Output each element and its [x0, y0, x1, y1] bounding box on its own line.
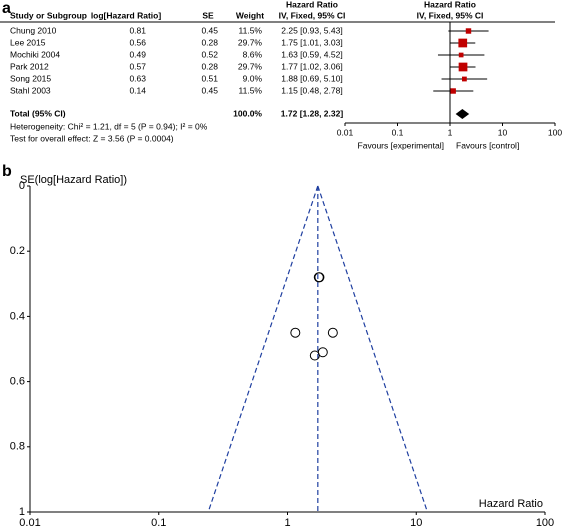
x-tick-label: 100	[548, 127, 562, 137]
weight: 29.7%	[238, 37, 263, 47]
column-header: log[Hazard Ratio]	[91, 10, 162, 20]
se: 0.28	[201, 61, 218, 71]
column-header: IV, Fixed, 95% CI	[279, 10, 346, 20]
funnel-right	[317, 185, 428, 513]
point-estimate	[465, 28, 472, 34]
column-header: IV, Fixed, 95% CI	[417, 10, 484, 20]
hr-ci: 2.25 [0.93, 5.43]	[281, 25, 342, 35]
panel-label: a	[2, 0, 11, 17]
total-label: Total (95% CI)	[10, 108, 66, 118]
weight: 8.6%	[243, 49, 263, 59]
x-tick-label: 1	[448, 127, 453, 137]
log-hr: 0.57	[129, 61, 146, 71]
study-name: Chung 2010	[10, 25, 57, 35]
y-tick-label: 0.2	[10, 245, 25, 257]
panel-label: b	[2, 163, 12, 180]
favours-left: Favours [experimental]	[358, 140, 444, 150]
x-tick-label: 0.1	[151, 517, 166, 529]
y-axis-label: SE(log[Hazard Ratio])	[20, 174, 127, 186]
weight: 11.5%	[239, 25, 263, 35]
y-tick-label: 1	[19, 506, 25, 518]
column-header: Hazard Ratio	[424, 0, 476, 9]
se: 0.51	[201, 73, 218, 83]
weight: 29.7%	[238, 61, 263, 71]
study-name: Stahl 2003	[10, 85, 51, 95]
funnel-panel: b SE(log[Hazard Ratio])00.20.40.60.810.01…	[2, 163, 554, 529]
pooled-diamond	[455, 109, 470, 119]
x-tick-label: 10	[410, 517, 422, 529]
log-hr: 0.14	[129, 85, 146, 95]
hr-ci: 1.75 [1.01, 3.03]	[281, 37, 342, 47]
total-hr-ci: 1.72 [1.28, 2.32]	[281, 108, 344, 118]
study-point	[314, 272, 325, 283]
study-name: Mochiki 2004	[10, 49, 60, 59]
forest-panel: a Study or Subgroup log[Hazard Ratio] SE Wei…	[0, 0, 562, 150]
log-hr: 0.81	[129, 25, 146, 35]
hr-ci: 1.88 [0.69, 5.10]	[281, 73, 342, 83]
y-tick-label: 0.4	[10, 310, 25, 322]
study-point	[327, 327, 338, 338]
study-name: Lee 2015	[10, 37, 46, 47]
point-estimate	[458, 38, 468, 48]
heterogeneity: Heterogeneity: Chi² = 1.21, df = 5 (P = …	[10, 121, 208, 131]
x-tick-label: 100	[536, 517, 554, 529]
hr-ci: 1.15 [0.48, 2.78]	[281, 85, 342, 95]
column-header: Study or Subgroup	[10, 10, 87, 20]
se: 0.28	[201, 37, 218, 47]
y-tick-label: 0	[19, 180, 25, 192]
x-axis-label: Hazard Ratio	[479, 498, 543, 510]
overall-effect: Test for overall effect: Z = 3.56 (P = 0…	[10, 133, 174, 143]
se: 0.52	[201, 49, 218, 59]
log-hr: 0.63	[129, 73, 146, 83]
y-tick-label: 0.6	[10, 376, 25, 388]
point-estimate	[461, 76, 467, 82]
hr-ci: 1.63 [0.59, 4.52]	[281, 49, 342, 59]
study-point	[317, 347, 328, 358]
x-tick-label: 0.1	[392, 127, 404, 137]
se: 0.45	[201, 85, 218, 95]
favours-right: Favours [control]	[456, 140, 519, 150]
column-header: Hazard Ratio	[286, 0, 338, 9]
log-hr: 0.49	[129, 49, 146, 59]
study-name: Song 2015	[10, 73, 51, 83]
study-name: Park 2012	[10, 61, 49, 71]
x-tick-label: 1	[284, 517, 290, 529]
point-estimate	[450, 88, 456, 94]
log-hr: 0.56	[129, 37, 146, 47]
y-tick-label: 0.8	[10, 441, 25, 453]
x-tick-label: 10	[498, 127, 508, 137]
x-tick-label: 0.01	[19, 517, 40, 529]
column-header: SE	[202, 10, 214, 20]
total-weight: 100.0%	[233, 108, 262, 118]
point-estimate	[458, 52, 464, 58]
funnel-left	[207, 185, 319, 513]
hr-ci: 1.77 [1.02, 3.06]	[281, 61, 342, 71]
study-point	[290, 327, 301, 338]
column-header: Weight	[236, 10, 264, 20]
point-estimate	[458, 62, 468, 72]
se: 0.45	[201, 25, 218, 35]
weight: 11.5%	[239, 85, 263, 95]
weight: 9.0%	[243, 73, 263, 83]
x-tick-label: 0.01	[337, 127, 354, 137]
